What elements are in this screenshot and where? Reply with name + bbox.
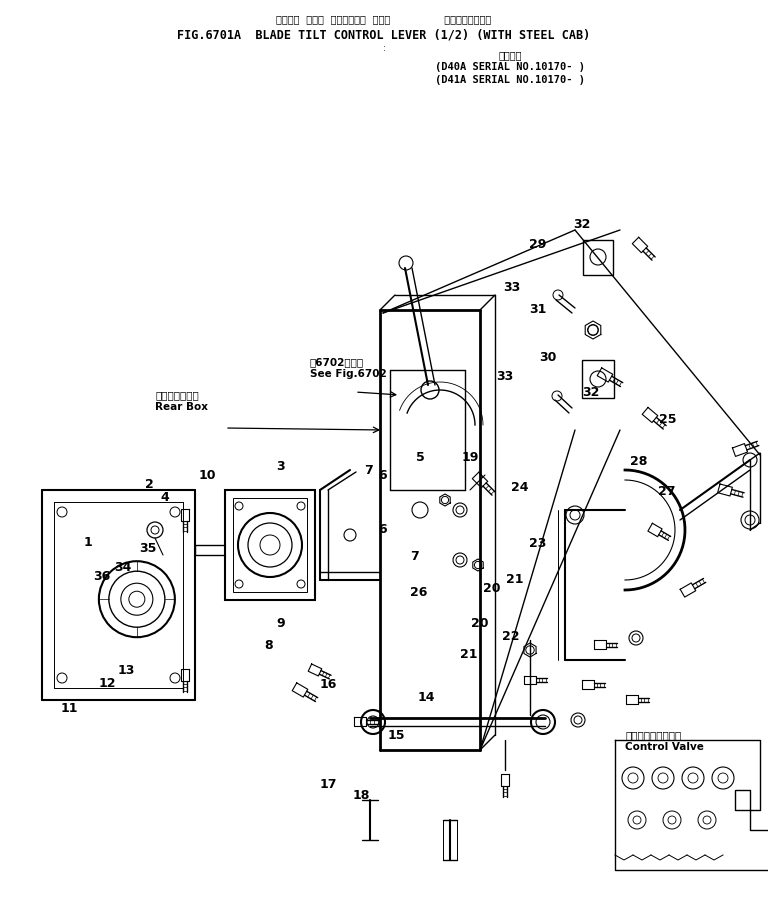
Text: 9: 9 (276, 617, 285, 630)
Text: See Fig.6702: See Fig.6702 (310, 369, 387, 379)
Text: 30: 30 (540, 351, 557, 363)
Text: 31: 31 (529, 303, 546, 316)
Text: 36: 36 (93, 570, 110, 583)
Text: 24: 24 (511, 481, 528, 493)
Bar (583, 240, 613, 275)
Text: 11: 11 (61, 702, 78, 715)
Text: 27: 27 (658, 485, 675, 498)
Text: 12: 12 (99, 677, 116, 690)
Text: :: : (382, 44, 386, 53)
Text: 第6702図参照: 第6702図参照 (310, 357, 364, 367)
Text: 32: 32 (574, 218, 591, 231)
Text: 32: 32 (582, 387, 599, 399)
Text: 14: 14 (418, 692, 435, 704)
Text: 33: 33 (496, 370, 513, 383)
Text: 26: 26 (410, 586, 427, 598)
Text: 34: 34 (114, 562, 131, 574)
Text: (D40A SERIAL NO.10170- ): (D40A SERIAL NO.10170- ) (435, 62, 585, 72)
Bar (233, 498, 307, 592)
Text: 17: 17 (320, 779, 337, 791)
Text: 10: 10 (199, 469, 216, 482)
Text: 35: 35 (139, 543, 156, 555)
Text: 7: 7 (410, 550, 419, 562)
Text: 33: 33 (504, 281, 521, 293)
Text: リヤーボックス: リヤーボックス (155, 390, 199, 400)
Bar (225, 490, 315, 600)
Text: 18: 18 (353, 789, 369, 802)
Text: 16: 16 (320, 678, 337, 691)
Text: コントロールバルブ: コントロールバルブ (625, 730, 681, 740)
Text: 6: 6 (378, 523, 387, 536)
Text: 22: 22 (502, 631, 519, 643)
Text: 2: 2 (145, 478, 154, 491)
Text: 1: 1 (84, 536, 93, 549)
Text: (D41A SERIAL NO.10170- ): (D41A SERIAL NO.10170- ) (435, 75, 585, 85)
Text: 3: 3 (276, 460, 285, 473)
Text: 13: 13 (118, 665, 135, 677)
Text: 15: 15 (388, 729, 405, 742)
Text: 23: 23 (529, 537, 546, 550)
Text: ブレード  チルト  コントロール  レバー                スチールキャブ付: ブレード チルト コントロール レバー スチールキャブ付 (276, 14, 492, 24)
Text: 6: 6 (378, 469, 387, 482)
Text: 25: 25 (660, 414, 677, 426)
Text: FIG.6701A  BLADE TILT CONTROL LEVER (1/2) (WITH STEEL CAB): FIG.6701A BLADE TILT CONTROL LEVER (1/2)… (177, 28, 591, 41)
Text: 4: 4 (161, 492, 170, 504)
Text: Control Valve: Control Valve (625, 742, 704, 752)
Text: 19: 19 (462, 451, 478, 464)
Text: 8: 8 (264, 640, 273, 652)
Text: 適用号機: 適用号機 (498, 50, 521, 60)
Bar (582, 360, 614, 398)
Text: 21: 21 (506, 573, 523, 586)
Text: 20: 20 (483, 582, 500, 595)
Text: 5: 5 (416, 451, 425, 464)
Text: 20: 20 (472, 617, 488, 630)
Text: 7: 7 (364, 465, 373, 477)
Text: 28: 28 (631, 456, 647, 468)
Text: 29: 29 (529, 239, 546, 251)
Text: Rear Box: Rear Box (155, 402, 208, 412)
Text: 21: 21 (460, 649, 477, 661)
